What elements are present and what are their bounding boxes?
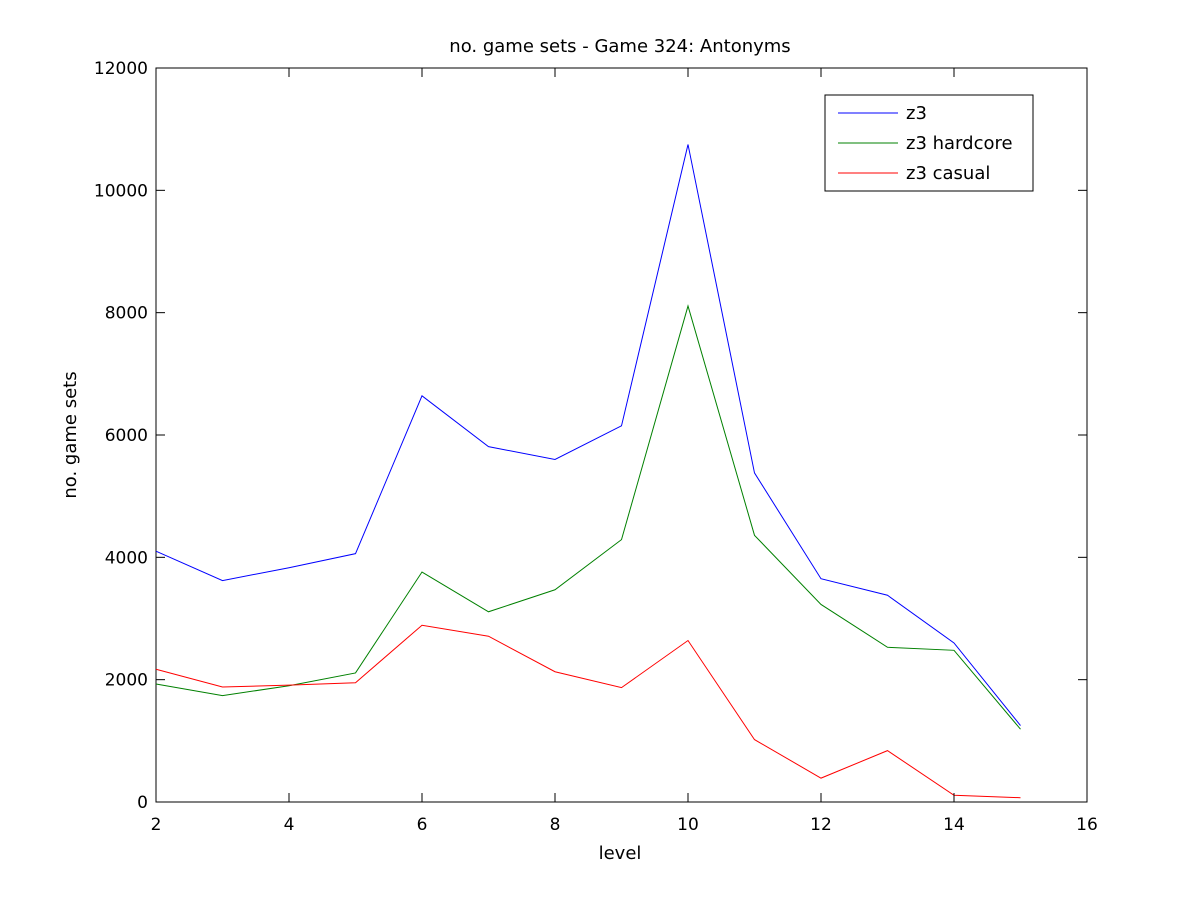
y-tick-label-4: 8000: [105, 304, 148, 324]
series-line-1: [155, 304, 1021, 730]
y-tick-label-5: 10000: [94, 181, 148, 201]
x-tick-label-7: 16: [1076, 815, 1098, 835]
x-tick-label-6: 14: [943, 815, 965, 835]
series-line-2: [155, 624, 1021, 799]
x-tick-label-1: 4: [284, 815, 295, 835]
tick-layer: 2 4 6 8 10 12 14 16 0 2000 4000 6000 8000 10000 12000: [94, 59, 1098, 835]
x-tick-label-3: 8: [550, 815, 561, 835]
chart-title: no. game sets - Game 324: Antonyms: [449, 36, 790, 57]
y-tick-label-3: 6000: [105, 426, 148, 446]
legend-label-0: z3: [906, 103, 927, 124]
x-tick-label-2: 6: [417, 815, 428, 835]
x-tick-label-4: 10: [677, 815, 699, 835]
y-tick-label-2: 4000: [105, 548, 148, 568]
x-tick-label-5: 12: [810, 815, 832, 835]
y-tick-label-6: 12000: [94, 59, 148, 79]
series-layer: [155, 144, 1021, 799]
y-axis-label: no. game sets: [60, 371, 81, 498]
x-tick-label-0: 2: [151, 815, 162, 835]
legend-label-1: z3 hardcore: [906, 133, 1013, 154]
y-tick-label-1: 2000: [105, 671, 148, 691]
legend: z3 z3 hardcore z3 casual: [824, 94, 1034, 192]
legend-label-2: z3 casual: [906, 163, 990, 184]
series-line-0: [155, 144, 1021, 726]
x-axis-label: level: [599, 843, 642, 864]
y-tick-label-0: 0: [137, 793, 148, 813]
